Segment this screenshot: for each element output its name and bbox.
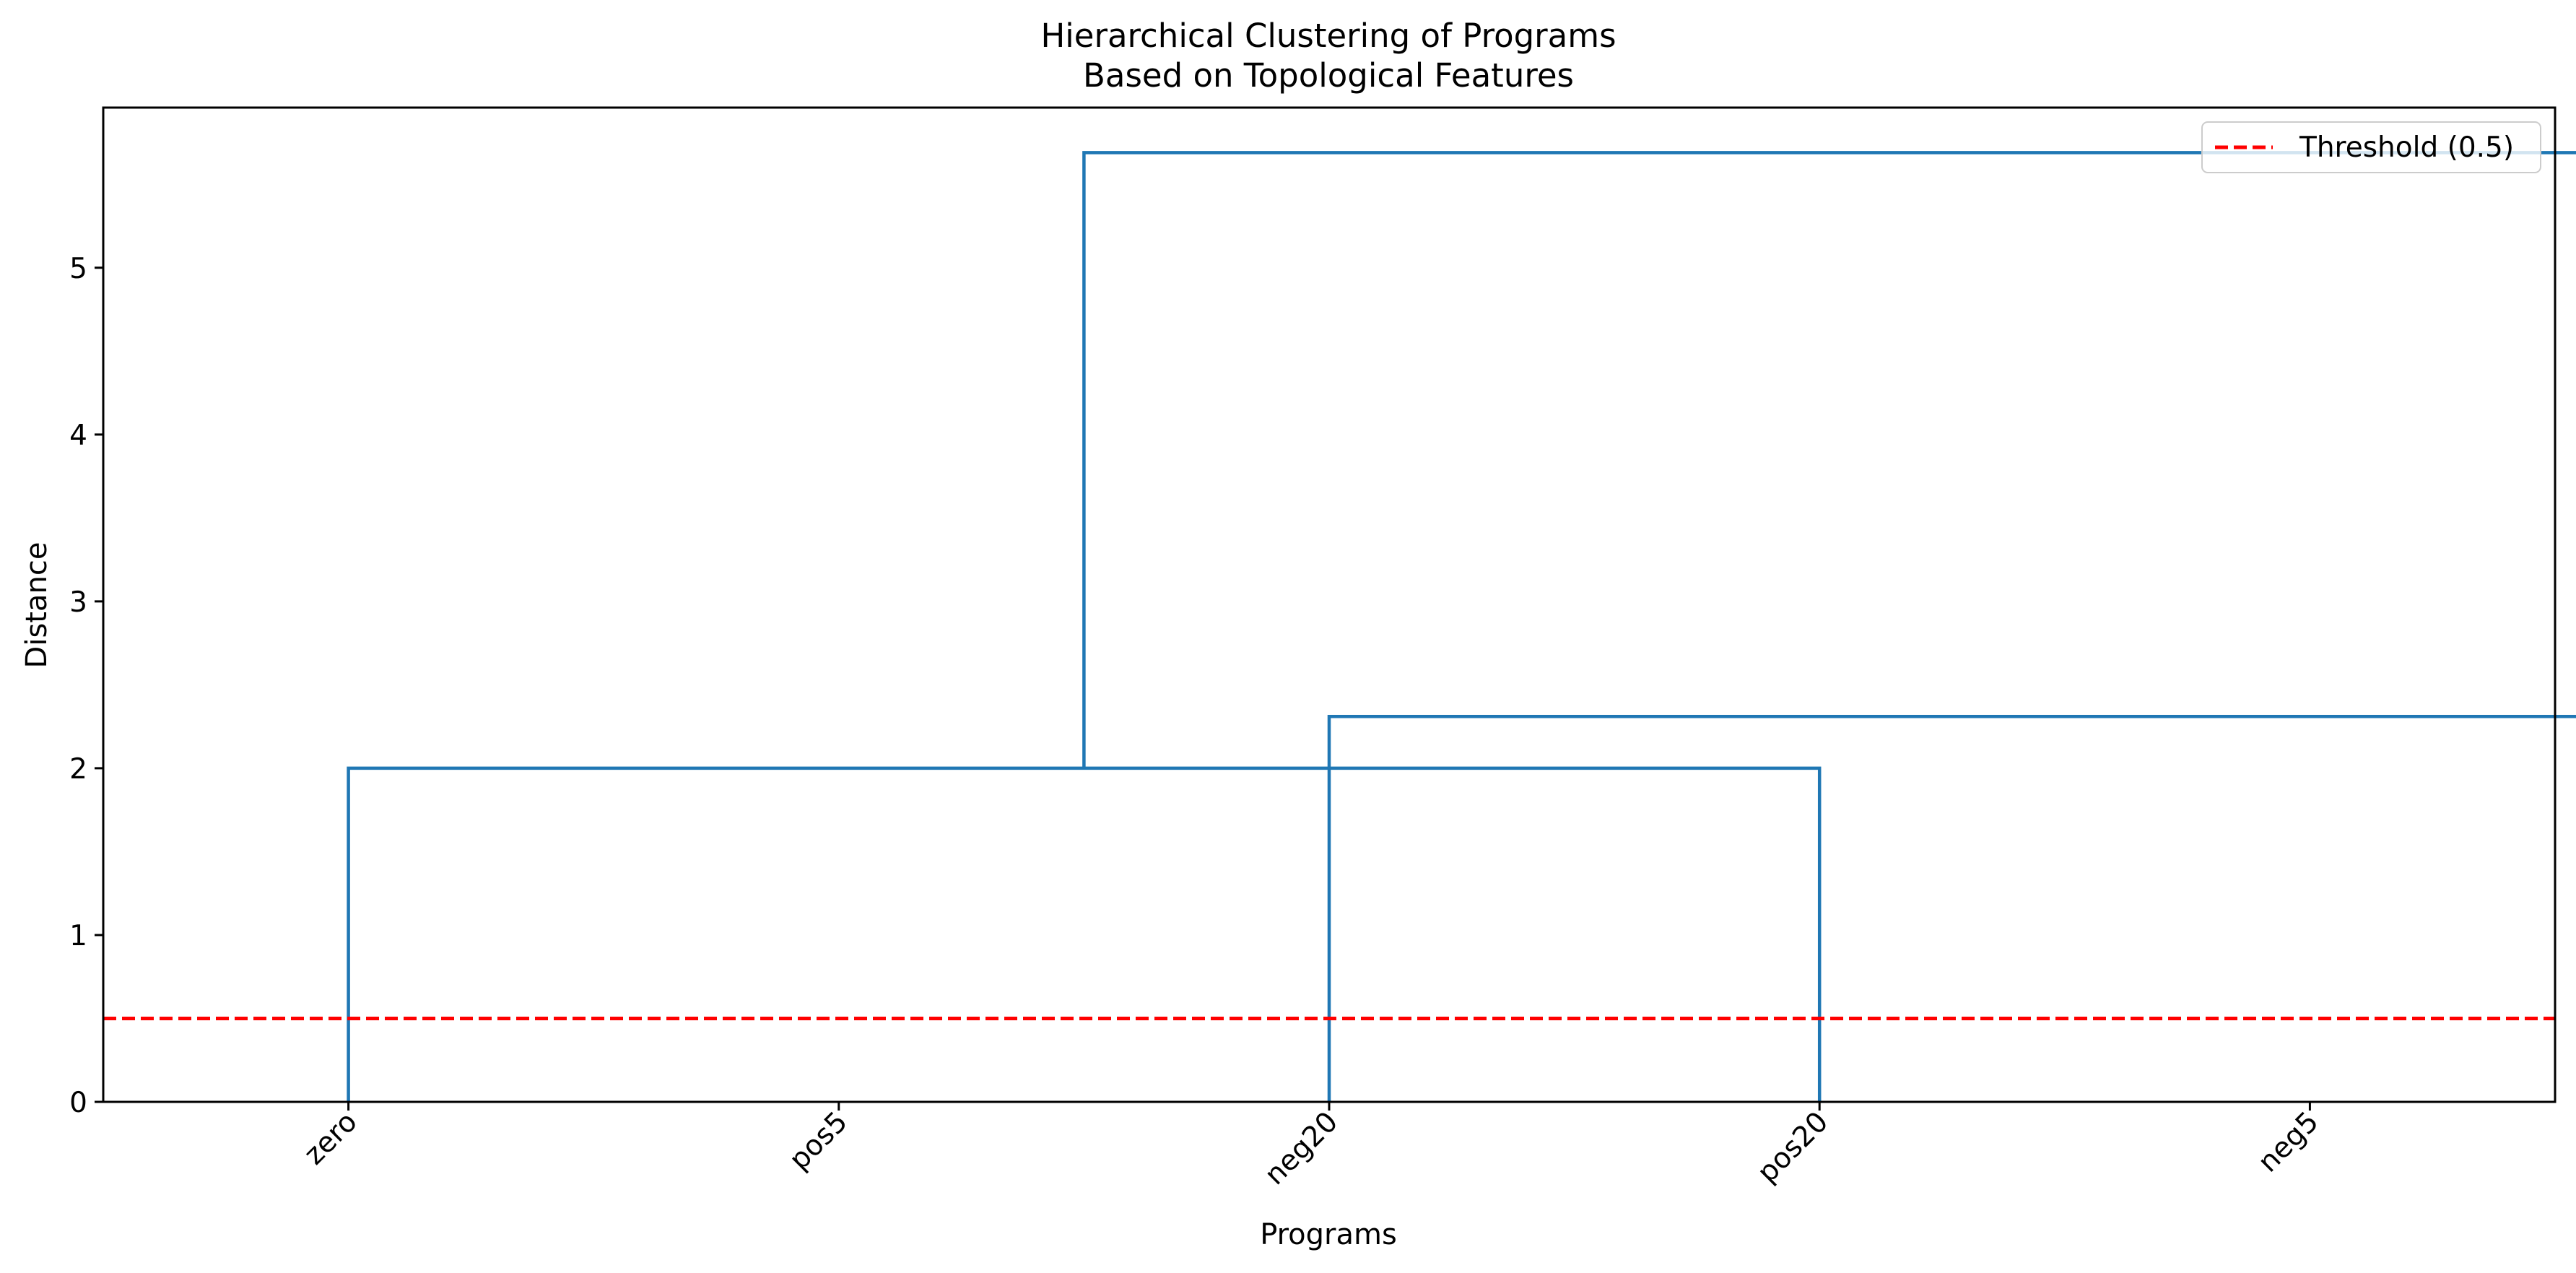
y-tick-label: 0: [69, 1087, 87, 1119]
chart-title-line1: Hierarchical Clustering of Programs: [1040, 17, 1616, 55]
y-tick-label: 1: [69, 920, 87, 952]
y-tick-label: 2: [69, 753, 87, 786]
y-tick-label: 4: [69, 420, 87, 452]
leaf-label-neg20: neg20: [1258, 1105, 1344, 1191]
dendrogram-link-3: [1327, 715, 2576, 1102]
x-axis-label: Programs: [1260, 1218, 1397, 1251]
leaf-label-zero: zero: [298, 1105, 364, 1171]
y-axis-ticks: 0 1 2 3 4 5: [69, 253, 103, 1119]
x-axis-ticks: zero pos5 neg20 pos20 neg5: [298, 1102, 2325, 1191]
plot-frame: [102, 106, 2557, 1103]
chart-title-line2: Based on Topological Features: [1083, 56, 1574, 95]
leaf-label-neg5: neg5: [2252, 1105, 2325, 1178]
leaf-label-pos20: pos20: [1752, 1105, 1835, 1189]
legend: Threshold (0.5): [2201, 121, 2541, 173]
y-axis-label: Distance: [20, 542, 53, 669]
leaf-label-pos5: pos5: [783, 1105, 854, 1176]
dendrogram-link-4: [1082, 151, 2576, 768]
legend-box: [2201, 121, 2541, 173]
dendrogram-link-1: [347, 766, 1822, 1102]
dendrogram-links: [347, 151, 2576, 1102]
y-tick-label: 3: [69, 586, 87, 619]
legend-threshold-label: Threshold (0.5): [2299, 131, 2514, 164]
y-tick-label: 5: [69, 253, 87, 285]
